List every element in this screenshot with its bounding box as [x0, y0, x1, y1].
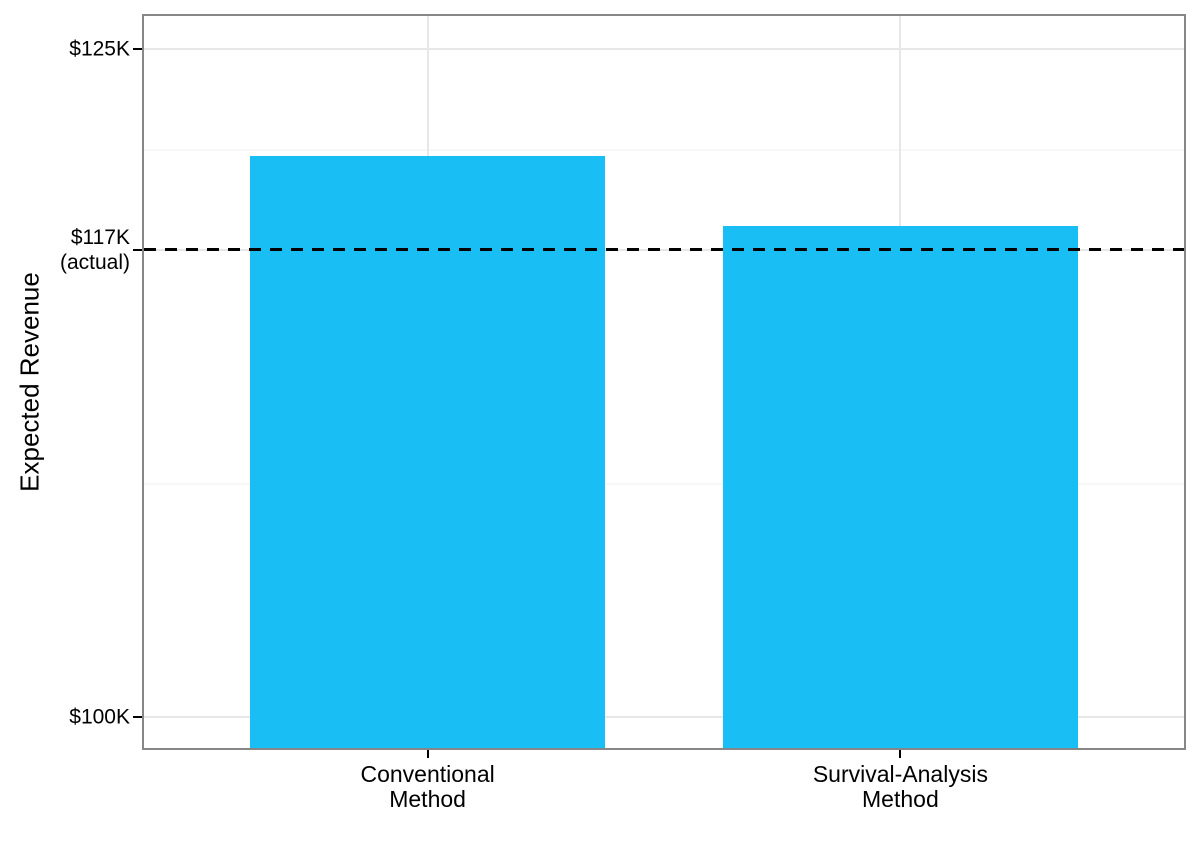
- x-tick-mark: [899, 750, 902, 758]
- gridline-major: [144, 48, 1184, 51]
- x-category-label-survival-analysis: Survival-Analysis Method: [813, 762, 988, 812]
- x-category-line: Survival-Analysis: [812, 761, 988, 787]
- x-category-label-conventional: Conventional Method: [360, 762, 494, 812]
- y-tick-mark: [133, 48, 142, 51]
- y-tick-label-117k-actual: $117K (actual): [60, 225, 130, 275]
- y-axis-labels: $125K $117K (actual) $100K: [0, 16, 130, 748]
- y-tick-label-125k: $125K: [69, 37, 130, 62]
- x-category-line: Method: [389, 786, 466, 812]
- y-axis-tick-marks: [133, 16, 142, 748]
- y-tick-line: $100K: [69, 705, 130, 729]
- gridline-minor: [144, 483, 1184, 485]
- y-tick-line: $125K: [69, 37, 130, 61]
- x-tick-mark: [426, 750, 429, 758]
- bar-survival-analysis-method: [722, 225, 1079, 748]
- bar-conventional-method: [249, 156, 606, 748]
- y-tick-line: (actual): [59, 250, 130, 274]
- y-tick-mark: [133, 716, 142, 719]
- y-tick-line: $117K: [70, 225, 130, 249]
- y-tick-label-100k: $100K: [69, 705, 130, 730]
- x-axis: Conventional Method Survival-Analysis Me…: [144, 750, 1184, 830]
- gridline-minor: [144, 149, 1184, 151]
- x-category-line: Method: [862, 786, 939, 812]
- y-tick-mark: [133, 248, 142, 251]
- x-category-line: Conventional: [360, 761, 495, 787]
- gridline-major: [144, 716, 1184, 719]
- actual-revenue-dashed-line: [144, 248, 1184, 252]
- plot-panel: [142, 14, 1186, 750]
